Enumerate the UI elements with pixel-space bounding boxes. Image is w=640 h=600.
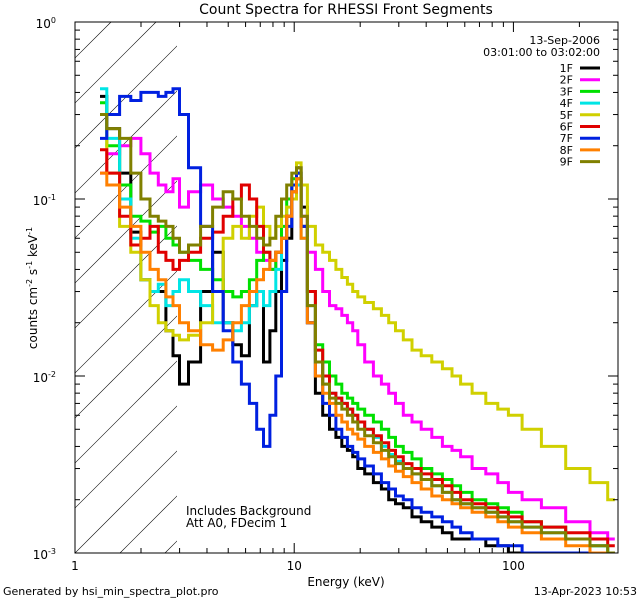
y-axis-label: counts cm-2 s-1 keV-1 [25, 227, 40, 349]
axis-ticks: 1 10 100 10-3 10-2 10-1 100 [33, 16, 619, 573]
footer-timestamp: 13-Apr-2023 10:53 [534, 585, 637, 598]
footer-generated-by: Generated by hsi_min_spectra_plot.pro [3, 585, 219, 598]
hatch-line [75, 315, 177, 419]
legend-label-7F: 7F [560, 132, 573, 145]
series-6F-line [100, 148, 615, 548]
plot-frame [74, 21, 619, 554]
y-tick-label: 10-3 [33, 547, 56, 562]
series-2F-line [100, 136, 615, 541]
legend-label-9F: 9F [560, 156, 573, 169]
legend-label-3F: 3F [560, 85, 573, 98]
hatch-line [75, 135, 177, 239]
series-7F-line [100, 87, 615, 553]
series-8F-line [100, 171, 615, 553]
hatch-line [75, 225, 177, 329]
legend-label-6F: 6F [560, 121, 573, 134]
annotation-background: Includes Background [186, 504, 311, 518]
series-4F-line [100, 87, 615, 553]
legend-label-8F: 8F [560, 144, 573, 157]
series-5F-line [100, 113, 615, 502]
annotation-attenuator: Att A0, FDecim 1 [186, 516, 287, 530]
y-tick-label: 10-1 [33, 193, 56, 208]
series-1F-line [100, 94, 615, 553]
series-layer [100, 87, 615, 553]
date-label: 13-Sep-2006 [529, 34, 600, 47]
x-tick-label: 1 [71, 559, 79, 573]
legend-label-1F: 1F [560, 62, 573, 75]
x-tick-label: 100 [502, 559, 525, 573]
series-3F-line [100, 101, 615, 553]
hatch-line [75, 90, 177, 194]
y-tick-label: 100 [36, 16, 56, 31]
series-9F-line [100, 113, 615, 553]
y-tick-label: 10-2 [33, 370, 56, 385]
hatch-line [75, 405, 177, 509]
legend-label-5F: 5F [560, 109, 573, 122]
hatch-line [75, 45, 177, 149]
legend-label-2F: 2F [560, 74, 573, 87]
hatch-line [75, 450, 177, 553]
legend-label-4F: 4F [560, 97, 573, 110]
chart-title: Count Spectra for RHESSI Front Segments [199, 2, 493, 18]
hatch-line [75, 22, 112, 59]
excluded-energy-region [75, 22, 177, 553]
x-axis-label: Energy (keV) [307, 575, 384, 589]
time-range-label: 03:01:00 to 03:02:00 [483, 46, 600, 59]
hatch-line [75, 270, 177, 374]
x-tick-label: 10 [287, 559, 302, 573]
